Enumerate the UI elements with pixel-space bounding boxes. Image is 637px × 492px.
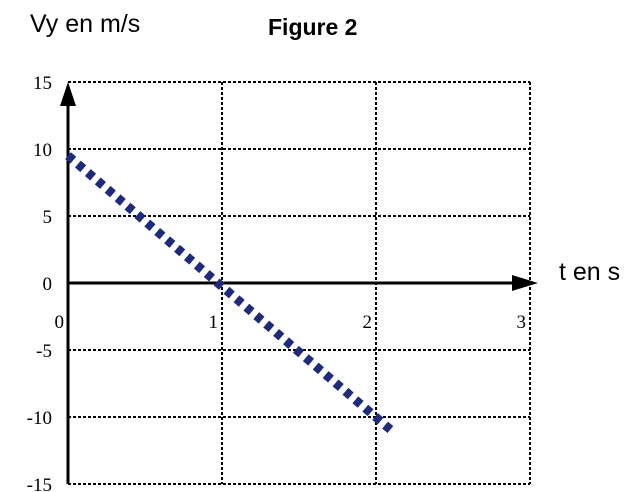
- y-tick-label: 10: [33, 140, 52, 161]
- y-axis-arrow: [60, 82, 76, 106]
- y-tick-label: -10: [27, 408, 52, 429]
- y-tick-label: 0: [43, 274, 53, 295]
- x-tick-label: 3: [517, 312, 527, 333]
- x-tick-label: 1: [209, 312, 219, 333]
- series-line: [65, 152, 395, 434]
- x-tick-label: 0: [55, 312, 65, 333]
- y-tick-label: 5: [43, 207, 53, 228]
- y-tick-label: 15: [33, 73, 52, 94]
- y-tick-label: -15: [27, 475, 52, 492]
- x-axis-label: t en s: [559, 258, 621, 286]
- x-tick-label: 2: [363, 312, 373, 333]
- y-axis-label: Vy en m/s: [30, 10, 141, 38]
- figure-label: Figure 2: [268, 14, 358, 40]
- y-tick-label: -5: [36, 341, 52, 362]
- x-axis-arrow: [512, 275, 538, 291]
